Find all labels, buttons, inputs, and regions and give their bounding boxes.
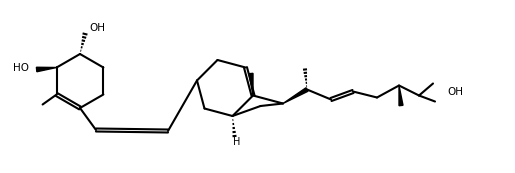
Polygon shape bbox=[283, 88, 308, 103]
Polygon shape bbox=[249, 73, 253, 95]
Text: OH: OH bbox=[89, 23, 105, 33]
Polygon shape bbox=[37, 67, 57, 72]
Text: HO: HO bbox=[12, 63, 29, 74]
Text: H: H bbox=[233, 137, 240, 147]
Text: OH: OH bbox=[447, 86, 463, 97]
Polygon shape bbox=[399, 85, 403, 106]
